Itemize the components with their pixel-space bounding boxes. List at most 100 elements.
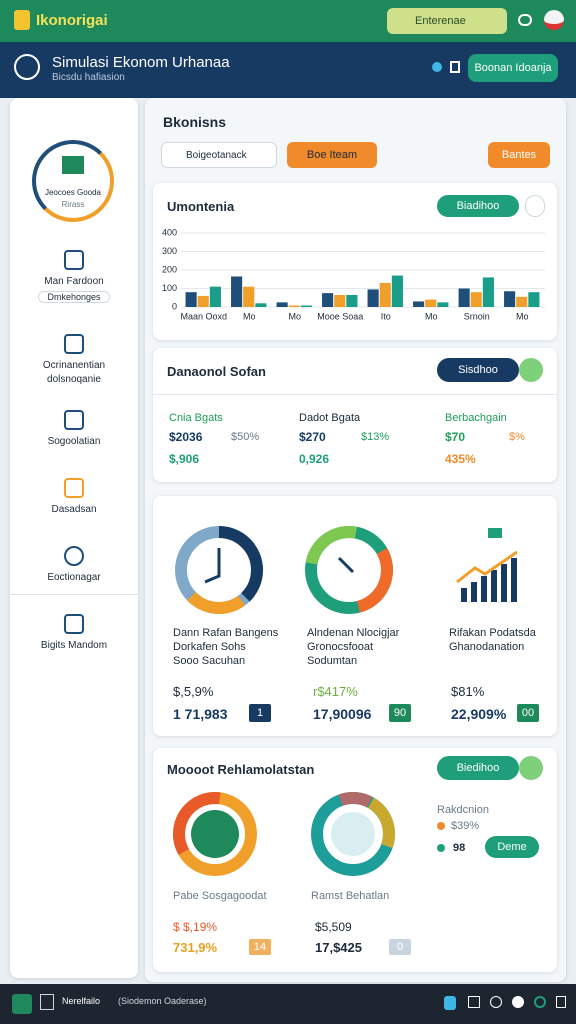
app-icon[interactable] bbox=[12, 994, 32, 1014]
item-pct: $5,509 bbox=[315, 920, 352, 934]
panel-badge[interactable]: 1 bbox=[249, 704, 271, 722]
col-value: $13% bbox=[361, 431, 390, 443]
item-value: 731,9% bbox=[173, 940, 218, 955]
bar bbox=[322, 293, 334, 307]
panel-badge[interactable]: 00 bbox=[517, 704, 539, 722]
search[interactable]: Enterenae bbox=[387, 8, 507, 34]
main-search[interactable]: Boigeotanack bbox=[161, 142, 277, 168]
panel-badge[interactable]: 90 bbox=[389, 704, 411, 722]
icon-button[interactable] bbox=[525, 195, 545, 217]
icon-button[interactable] bbox=[519, 756, 543, 780]
card-title: Moooot Rehlamolatstan bbox=[167, 762, 315, 777]
line: Sooo Sacuhan bbox=[173, 655, 246, 667]
legend-title: Rakdcnion bbox=[437, 804, 489, 816]
tray-icon[interactable] bbox=[512, 996, 524, 1008]
nav-label: Bigits Mandom bbox=[40, 640, 108, 651]
bar bbox=[458, 288, 470, 307]
col-value: $270 bbox=[299, 430, 326, 444]
app-icon[interactable] bbox=[40, 994, 54, 1010]
x-tick-label: Mo bbox=[425, 311, 438, 321]
bar bbox=[413, 301, 425, 307]
globe bbox=[191, 810, 239, 858]
col-value: $70 bbox=[445, 430, 466, 444]
tray-icon[interactable] bbox=[556, 996, 566, 1008]
bar bbox=[276, 302, 288, 307]
col-value: $50% bbox=[231, 431, 260, 443]
panel-text: Alndenan Nlocigjar Gronocsfooat Sodumtan bbox=[307, 626, 399, 668]
donut-segment bbox=[305, 526, 393, 614]
card-title: Umontenia bbox=[167, 199, 235, 214]
col-value: 0,926 bbox=[299, 452, 330, 466]
nav-item[interactable]: Sogoolatian bbox=[10, 410, 138, 447]
line: Dann Rafan Bangens bbox=[173, 627, 279, 639]
overview-card: Umontenia Biadihoo bbox=[153, 183, 557, 340]
header-title: Simulasi Ekonom Urhanaa bbox=[52, 54, 230, 71]
item-badge[interactable]: 0 bbox=[389, 939, 411, 955]
donut-segment bbox=[305, 526, 393, 614]
header-button[interactable]: Boonan Idoanja bbox=[468, 54, 558, 82]
icon-button[interactable] bbox=[519, 358, 543, 382]
line: Rifakan Podatsda bbox=[449, 627, 536, 639]
card-button[interactable]: Biadihoo bbox=[437, 195, 519, 217]
icon[interactable] bbox=[518, 14, 532, 26]
card-title: Danaonol Sofan bbox=[167, 364, 266, 379]
summary-card: Danaonol Sofan Sisdhoo Cnia Bgats $2036 … bbox=[153, 348, 557, 482]
panels-card: Dann Rafan Bangens Dorkafen Sohs Sooo Sacu… bbox=[153, 496, 557, 736]
panel-pct: r$417% bbox=[313, 684, 358, 699]
main-button[interactable]: Boe Iteam bbox=[287, 142, 377, 168]
bar bbox=[334, 294, 346, 307]
tray-icon[interactable] bbox=[468, 996, 480, 1008]
panel-pct: $81% bbox=[451, 684, 485, 699]
donut-segment bbox=[311, 792, 395, 877]
header-subtitle: Bicsdu hafiasion bbox=[52, 72, 125, 83]
y-tick-label: 200 bbox=[162, 264, 177, 274]
avatar[interactable] bbox=[544, 10, 564, 30]
card-button[interactable]: Sisdhoo bbox=[437, 358, 519, 382]
y-tick-label: 400 bbox=[162, 227, 177, 237]
legend-num: 98 bbox=[453, 842, 466, 854]
nav-item[interactable]: Ocrinanentian dolsnoqanie bbox=[10, 334, 138, 385]
card-button[interactable]: Biedihoo bbox=[437, 756, 519, 780]
panel-value: 17,90096 bbox=[313, 706, 372, 722]
tray-icon[interactable] bbox=[444, 996, 456, 1010]
bar bbox=[470, 292, 482, 307]
bar bbox=[482, 277, 494, 307]
col-label: Berbachgain bbox=[445, 412, 507, 424]
profile-icon bbox=[62, 156, 84, 174]
nav-label: Ocrinanentian bbox=[42, 360, 106, 371]
taskbar-sub: (Siodemon Oaderase) bbox=[118, 996, 207, 1006]
report-card: Moooot Rehlamolatstan Biedihoo Rakdcnion… bbox=[153, 748, 557, 972]
legend-pct: $39% bbox=[451, 820, 480, 832]
inner bbox=[331, 812, 375, 856]
bar bbox=[437, 302, 449, 307]
legend-button[interactable]: Deme bbox=[485, 836, 539, 858]
item-badge[interactable]: 14 bbox=[249, 939, 271, 955]
nav-item[interactable]: Dasadsan bbox=[10, 478, 138, 515]
nav-item[interactable]: Man Fardoon Dmkehonges bbox=[10, 250, 138, 303]
profile-sub: Rirass bbox=[61, 200, 85, 209]
bar bbox=[197, 295, 209, 307]
y-tick-label: 100 bbox=[162, 283, 177, 293]
bar bbox=[425, 299, 437, 307]
tray-icon[interactable] bbox=[490, 996, 502, 1008]
bar bbox=[255, 303, 267, 307]
x-tick-label: Mooe Soaa bbox=[317, 311, 363, 321]
main-title: Bkonisns bbox=[163, 114, 227, 130]
nav-icon bbox=[64, 614, 84, 634]
nav-label: Dasadsan bbox=[51, 504, 97, 515]
nav-sub: Dmkehonges bbox=[38, 291, 110, 303]
bar bbox=[209, 286, 221, 307]
sidebar: Jeocoes Gooda Rirass Man Fardoon Dmkehong… bbox=[10, 98, 138, 978]
nav-item[interactable]: Bigits Mandom bbox=[10, 614, 138, 651]
item-label: Pabe Sosgagoodat bbox=[173, 890, 267, 902]
top-bar: Ikonorigai Enterenae bbox=[0, 0, 576, 42]
tray-icon[interactable] bbox=[534, 996, 546, 1008]
bar bbox=[231, 276, 243, 307]
icon[interactable] bbox=[450, 61, 460, 73]
status-dot bbox=[432, 62, 442, 72]
main-button[interactable]: Bantes bbox=[488, 142, 550, 168]
icon bbox=[488, 528, 502, 538]
nav-label: Sogoolatian bbox=[47, 436, 101, 447]
nav-item[interactable]: Eoctionagar bbox=[10, 546, 138, 583]
